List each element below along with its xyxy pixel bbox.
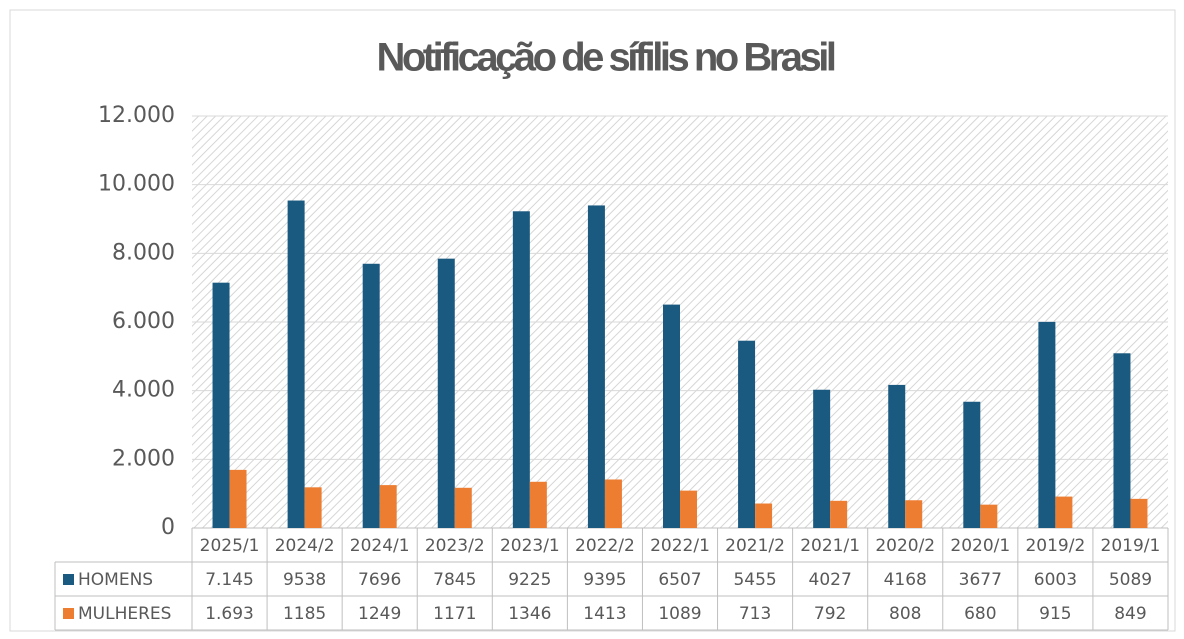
table-cell: 9225 <box>508 570 551 590</box>
bar <box>529 481 547 528</box>
legend-key <box>63 608 74 619</box>
table-cell: 680 <box>964 604 996 624</box>
bar <box>738 340 756 528</box>
table-cell: 4027 <box>809 570 852 590</box>
bar <box>587 205 605 528</box>
table-cell: 6507 <box>658 570 701 590</box>
table-cell: 4168 <box>884 570 927 590</box>
x-tick-label: 2024/1 <box>350 536 410 556</box>
bar <box>379 485 397 528</box>
bar <box>287 200 305 528</box>
bar <box>813 389 831 528</box>
table-cell: 7696 <box>358 570 401 590</box>
table-cell: 3677 <box>959 570 1002 590</box>
bar <box>1130 498 1148 528</box>
table-cell: 713 <box>739 604 771 624</box>
table-cell: 1089 <box>658 604 701 624</box>
bar <box>212 282 230 528</box>
x-tick-label: 2022/2 <box>575 536 635 556</box>
bar <box>663 304 680 528</box>
table-cell: 7845 <box>433 570 476 590</box>
y-tick-label: 6.000 <box>112 309 175 334</box>
table-cell: 1249 <box>358 604 401 624</box>
y-tick-label: 4.000 <box>112 378 175 403</box>
x-tick-label: 2025/1 <box>200 536 260 556</box>
table-cell: 9538 <box>283 570 326 590</box>
bar <box>1055 496 1073 528</box>
y-tick-label: 8.000 <box>112 240 175 265</box>
table-cell: 808 <box>889 604 921 624</box>
bar <box>830 500 848 528</box>
bar <box>888 384 906 528</box>
bar <box>680 490 697 528</box>
chart-title: Notificação de sífilis no Brasil <box>376 36 834 80</box>
table-cell: 915 <box>1039 604 1071 624</box>
x-tick-label: 2019/1 <box>1101 536 1161 556</box>
x-tick-label: 2020/1 <box>950 536 1010 556</box>
bar <box>604 479 622 528</box>
x-tick-label: 2020/2 <box>875 536 935 556</box>
x-tick-label: 2021/1 <box>800 536 860 556</box>
bar <box>1038 321 1056 528</box>
table-cell: 1185 <box>283 604 326 624</box>
bar <box>1113 353 1131 528</box>
table-cell: 792 <box>814 604 846 624</box>
table-cell: 849 <box>1114 604 1146 624</box>
bar <box>437 258 455 528</box>
bar <box>362 263 380 528</box>
legend-label: HOMENS <box>78 570 153 590</box>
bar <box>304 487 322 528</box>
bar <box>905 500 923 528</box>
x-tick-label: 2023/1 <box>500 536 560 556</box>
legend-label: MULHERES <box>78 604 171 624</box>
table-cell: 5455 <box>733 570 776 590</box>
table-cell: 1171 <box>433 604 476 624</box>
table-cell: 5089 <box>1109 570 1152 590</box>
x-tick-label: 2022/1 <box>650 536 710 556</box>
y-tick-label: 10.000 <box>98 172 175 197</box>
table-cell: 6003 <box>1034 570 1077 590</box>
y-tick-label: 12.000 <box>98 103 175 128</box>
bar <box>229 469 247 528</box>
table-cell: 9395 <box>583 570 626 590</box>
x-tick-label: 2019/2 <box>1025 536 1085 556</box>
table-cell: 7.145 <box>205 570 254 590</box>
bar <box>980 504 998 528</box>
legend-key <box>63 574 74 585</box>
x-tick-label: 2023/2 <box>425 536 485 556</box>
table-cell: 1413 <box>583 604 626 624</box>
table-cell: 1.693 <box>205 604 254 624</box>
bar <box>454 487 472 528</box>
bar <box>755 503 773 528</box>
y-tick-label: 2.000 <box>112 446 175 471</box>
x-tick-label: 2024/2 <box>275 536 335 556</box>
y-tick-label: 0 <box>161 515 175 540</box>
chart-layer: 0 2.000 4.000 6.000 8.000 10.000 12.000 2025/1 2… <box>54 103 1169 631</box>
x-tick-label: 2021/2 <box>725 536 785 556</box>
table-cell: 1346 <box>508 604 551 624</box>
bar <box>512 211 530 528</box>
bar <box>963 401 981 528</box>
